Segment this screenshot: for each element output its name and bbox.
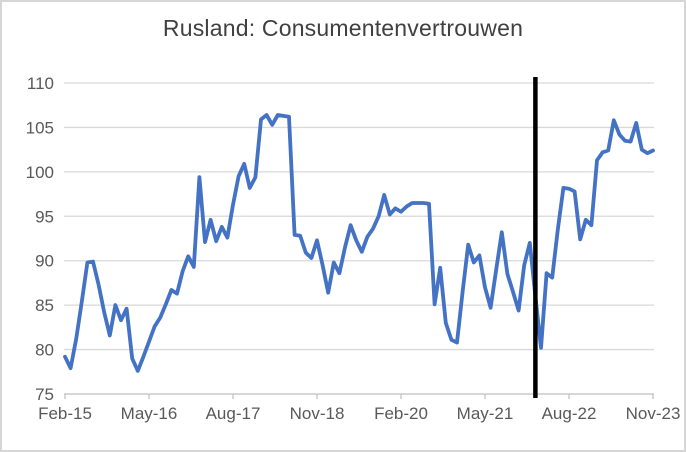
x-tick-label: May-16 [121,404,178,423]
y-tick-label: 95 [35,207,54,226]
x-tick-label: Feb-15 [38,404,92,423]
y-tick-label: 100 [26,163,54,182]
x-tick-label: Aug-22 [542,404,597,423]
y-tick-label: 90 [35,252,54,271]
x-tick-label: Feb-20 [374,404,428,423]
y-tick-label: 75 [35,385,54,404]
x-tick-label: Aug-17 [206,404,261,423]
y-tick-label: 80 [35,341,54,360]
consumer-confidence-line [63,113,655,373]
x-tick-label: Nov-18 [290,404,345,423]
y-tick-label: 105 [26,118,54,137]
y-tick-label: 85 [35,296,54,315]
x-tick-label: May-21 [457,404,514,423]
y-tick-label: 110 [27,74,54,93]
x-tick-label: Nov-23 [626,404,681,423]
chart-title: Rusland: Consumentenvertrouwen [162,15,524,41]
